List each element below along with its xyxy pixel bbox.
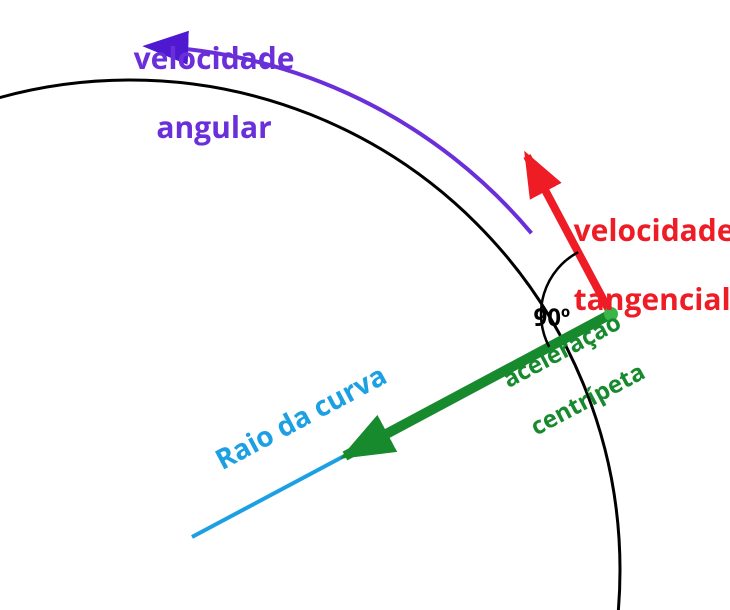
centripetal-acceleration-arrow — [345, 314, 611, 456]
angular-velocity-arrow — [148, 46, 531, 233]
tangential-velocity-arrow — [527, 156, 611, 314]
point-on-circle — [604, 307, 618, 321]
diagram-canvas — [0, 0, 730, 610]
